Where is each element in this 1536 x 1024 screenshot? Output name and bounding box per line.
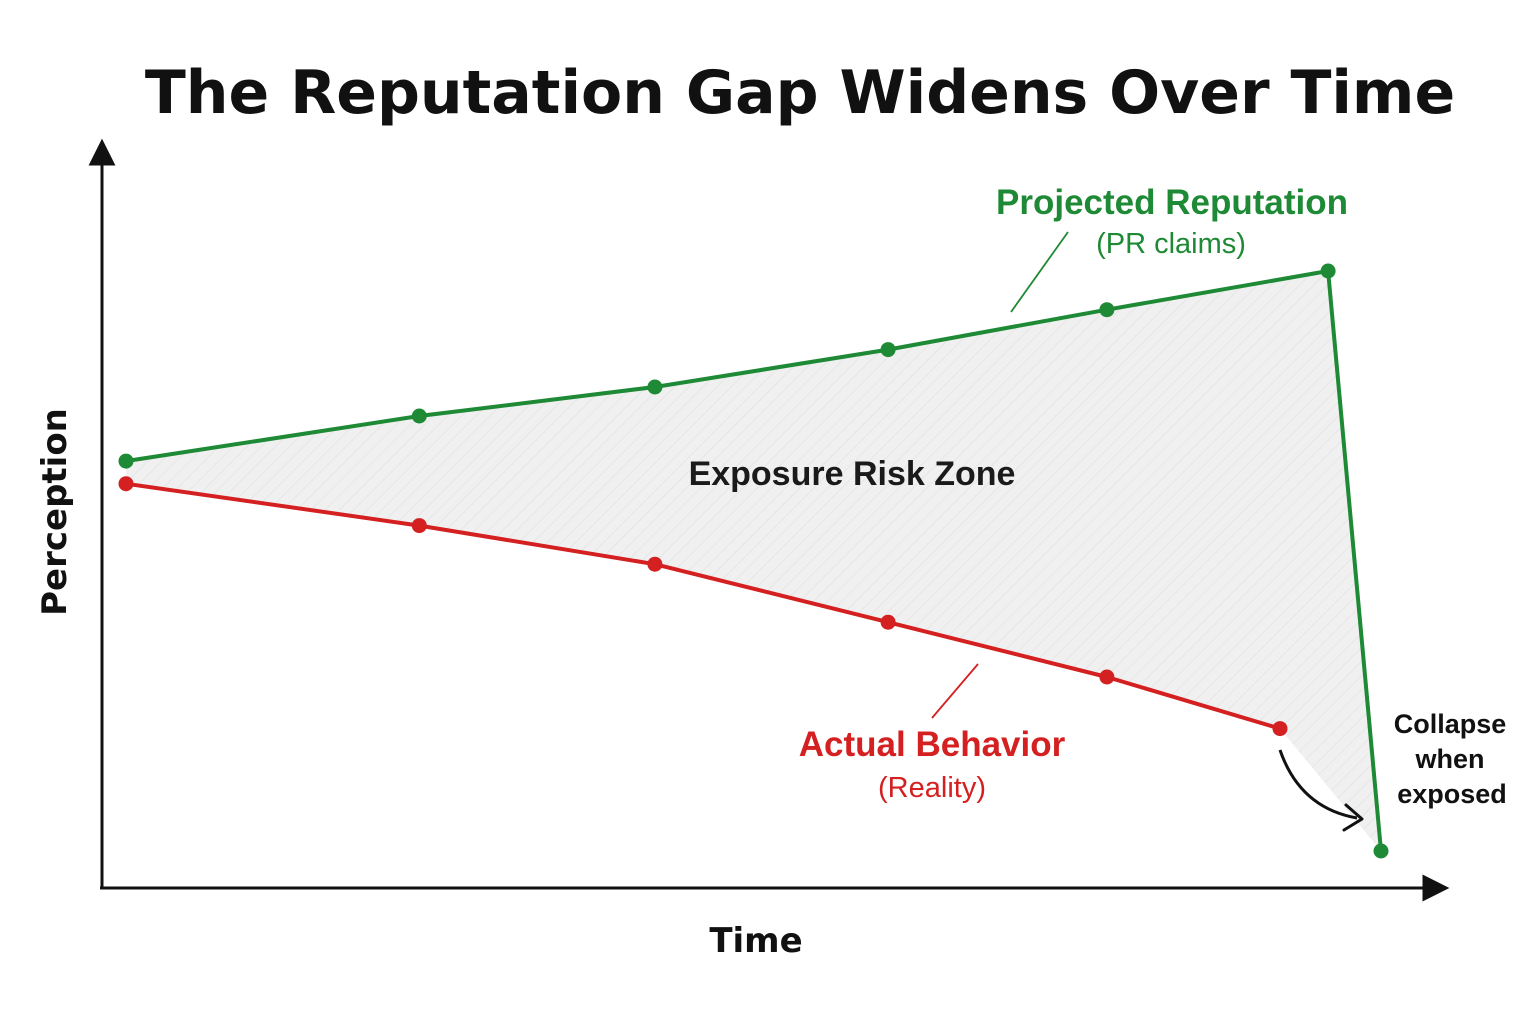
collapse-arrow <box>1278 749 1358 820</box>
projected-leader-line <box>1010 231 1069 313</box>
actual-leader-line <box>931 663 979 719</box>
projected-series-label: Projected Reputation <box>996 183 1348 222</box>
projected-point-0 <box>118 453 134 469</box>
y-axis-label: Perception <box>35 408 75 616</box>
projected-point-5 <box>1320 263 1336 279</box>
projected-series-sublabel: (PR claims) <box>1096 228 1246 260</box>
actual-point-0 <box>118 476 134 492</box>
x-axis-label: Time <box>709 921 802 961</box>
projected-point-1 <box>411 408 427 424</box>
collapse-label-line-1: Collapse <box>1394 709 1507 739</box>
collapse-label-line-2: when <box>1414 744 1484 774</box>
projected-point-3 <box>880 342 896 358</box>
actual-series-line <box>125 481 1281 731</box>
series-layer <box>118 263 1389 859</box>
actual-point-1 <box>411 518 427 534</box>
zone-label: Exposure Risk Zone <box>689 455 1016 493</box>
projected-point-2 <box>647 379 663 395</box>
actual-series-label: Actual Behavior <box>799 725 1066 764</box>
actual-point-4 <box>1099 669 1115 685</box>
actual-point-5 <box>1272 721 1288 737</box>
projected-point-6 <box>1373 843 1389 859</box>
collapse-arrowhead-icon <box>1342 803 1364 832</box>
collapse-label-line-3: exposed <box>1397 779 1507 809</box>
projected-point-4 <box>1099 302 1115 318</box>
actual-point-3 <box>880 614 896 630</box>
chart-title: The Reputation Gap Widens Over Time <box>145 58 1455 128</box>
exposure-risk-zone <box>126 271 1381 851</box>
actual-series-sublabel: (Reality) <box>878 772 986 804</box>
actual-point-2 <box>647 556 663 572</box>
